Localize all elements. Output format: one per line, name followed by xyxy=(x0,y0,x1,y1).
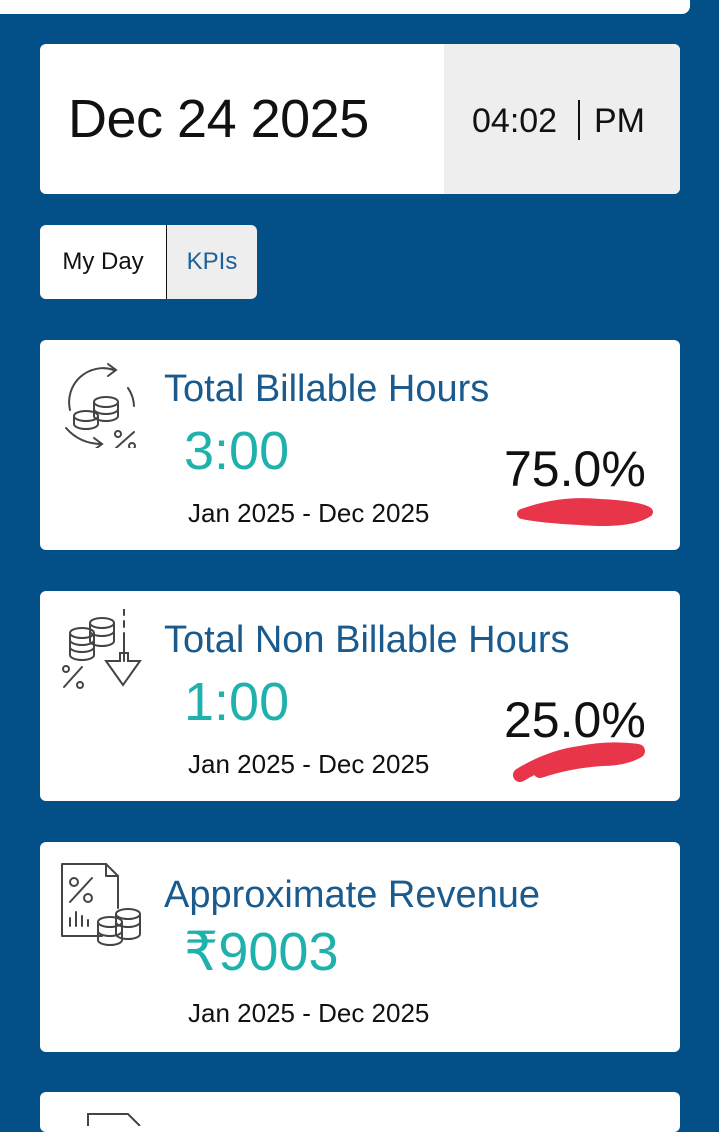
kpi-title: Total Billable Hours xyxy=(164,368,490,410)
current-date: Dec 24 2025 xyxy=(68,89,369,149)
date-time-card: Dec 24 2025 04:02 PM xyxy=(40,44,680,194)
kpi-card-approximate-revenue[interactable]: Approximate Revenue ₹9003 Jan 2025 - Dec… xyxy=(40,842,680,1052)
kpi-percentage: 25.0% xyxy=(504,692,646,748)
coins-cycle-percent-icon xyxy=(65,363,136,448)
tab-my-day[interactable]: My Day xyxy=(40,225,167,299)
kpi-date-range: Jan 2025 - Dec 2025 xyxy=(188,998,430,1028)
kpi-card-billable-hours[interactable]: Total Billable Hours 3:00 Jan 2025 - Dec… xyxy=(40,340,680,550)
kpi-value: 3:00 xyxy=(184,421,290,481)
kpi-card-non-billable-hours[interactable]: Total Non Billable Hours 1:00 Jan 2025 -… xyxy=(40,591,680,801)
top-strip xyxy=(0,0,690,14)
time-box: 04:02 PM xyxy=(444,44,680,194)
current-time: 04:02 xyxy=(472,102,558,140)
view-tabs: My Day KPIs xyxy=(40,225,257,299)
kpi-date-range: Jan 2025 - Dec 2025 xyxy=(188,749,430,779)
tab-kpis[interactable]: KPIs xyxy=(167,225,257,299)
kpi-title: Approximate Revenue xyxy=(164,874,540,916)
am-pm-indicator: PM xyxy=(594,102,645,140)
kpi-percentage: 75.0% xyxy=(504,441,646,497)
document-icon xyxy=(87,1113,141,1126)
kpi-card-partial[interactable] xyxy=(40,1092,680,1132)
red-underline-annotation xyxy=(513,742,645,782)
red-underline-annotation xyxy=(517,498,653,526)
revenue-document-coins-icon xyxy=(61,863,141,946)
kpi-value: ₹9003 xyxy=(184,922,339,982)
time-separator xyxy=(578,100,580,140)
kpi-value: 1:00 xyxy=(184,672,290,732)
coins-down-arrow-percent-icon xyxy=(62,609,142,689)
kpi-date-range: Jan 2025 - Dec 2025 xyxy=(188,498,430,528)
kpi-title: Total Non Billable Hours xyxy=(164,619,570,661)
